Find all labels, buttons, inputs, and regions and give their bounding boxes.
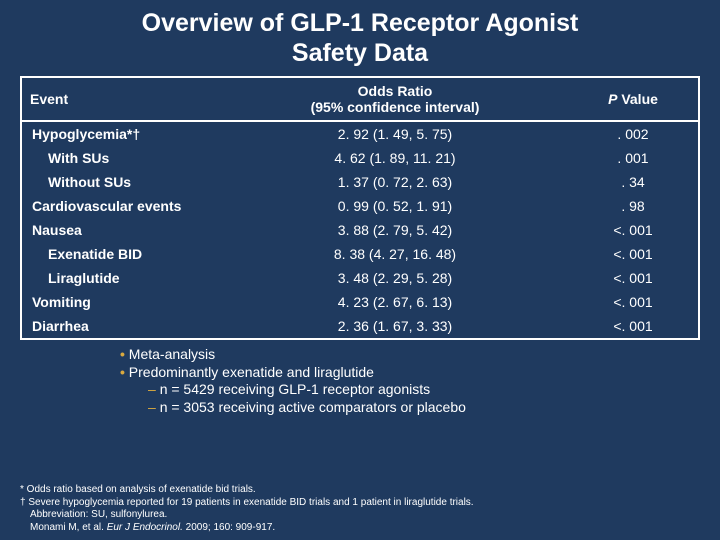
odds-ratio-cell: 2. 36 (1. 67, 3. 33) bbox=[222, 314, 568, 338]
event-cell: Diarrhea bbox=[22, 314, 222, 338]
table-row: Exenatide BID8. 38 (4. 27, 16. 48)<. 001 bbox=[22, 242, 698, 266]
pvalue-cell: . 98 bbox=[568, 194, 698, 218]
slide-title: Overview of GLP-1 Receptor Agonist Safet… bbox=[0, 0, 720, 72]
note-dash-2: n = 3053 receiving active comparators or… bbox=[120, 399, 720, 417]
pvalue-cell: <. 001 bbox=[568, 314, 698, 338]
footnotes: * Odds ratio based on analysis of exenat… bbox=[20, 484, 474, 534]
table-row: Diarrhea2. 36 (1. 67, 3. 33)<. 001 bbox=[22, 314, 698, 338]
event-cell: Vomiting bbox=[22, 290, 222, 314]
note-dash-1: n = 5429 receiving GLP-1 receptor agonis… bbox=[120, 381, 720, 399]
footnote-4c: 2009; 160: 909-917. bbox=[183, 522, 275, 533]
table-row: Nausea3. 88 (2. 79, 5. 42)<. 001 bbox=[22, 218, 698, 242]
table-row: Liraglutide3. 48 (2. 29, 5. 28)<. 001 bbox=[22, 266, 698, 290]
pvalue-cell: . 34 bbox=[568, 170, 698, 194]
odds-ratio-cell: 3. 48 (2. 29, 5. 28) bbox=[222, 266, 568, 290]
event-cell: Without SUs bbox=[22, 170, 222, 194]
table-row: Hypoglycemia*†2. 92 (1. 49, 5. 75). 002 bbox=[22, 122, 698, 146]
pvalue-cell: . 001 bbox=[568, 146, 698, 170]
header-odds-ratio: Odds Ratio (95% confidence interval) bbox=[222, 78, 568, 120]
note-bullet-1: Meta-analysis bbox=[120, 346, 720, 364]
odds-ratio-cell: 4. 62 (1. 89, 11. 21) bbox=[222, 146, 568, 170]
event-cell: Hypoglycemia*† bbox=[22, 122, 222, 146]
pvalue-cell: <. 001 bbox=[568, 290, 698, 314]
footnote-4: Monami M, et al. Eur J Endocrinol. 2009;… bbox=[20, 522, 474, 535]
odds-ratio-cell: 0. 99 (0. 52, 1. 91) bbox=[222, 194, 568, 218]
event-cell: Exenatide BID bbox=[22, 242, 222, 266]
odds-ratio-cell: 1. 37 (0. 72, 2. 63) bbox=[222, 170, 568, 194]
footnote-2: † Severe hypoglycemia reported for 19 pa… bbox=[20, 497, 474, 510]
header-event: Event bbox=[22, 78, 222, 120]
table-row: With SUs4. 62 (1. 89, 11. 21). 001 bbox=[22, 146, 698, 170]
event-cell: Liraglutide bbox=[22, 266, 222, 290]
table-row: Vomiting4. 23 (2. 67, 6. 13)<. 001 bbox=[22, 290, 698, 314]
title-line-2: Safety Data bbox=[292, 39, 428, 67]
footnote-4b: Eur J Endocrinol. bbox=[107, 522, 183, 533]
table-row: Without SUs1. 37 (0. 72, 2. 63). 34 bbox=[22, 170, 698, 194]
header-p-word: Value bbox=[617, 91, 657, 107]
odds-ratio-cell: 3. 88 (2. 79, 5. 42) bbox=[222, 218, 568, 242]
table-row: Cardiovascular events0. 99 (0. 52, 1. 91… bbox=[22, 194, 698, 218]
footnote-4a: Monami M, et al. bbox=[30, 522, 107, 533]
event-cell: Cardiovascular events bbox=[22, 194, 222, 218]
note-bullet-2: Predominantly exenatide and liraglutide bbox=[120, 364, 720, 382]
odds-ratio-cell: 2. 92 (1. 49, 5. 75) bbox=[222, 122, 568, 146]
event-cell: With SUs bbox=[22, 146, 222, 170]
pvalue-cell: <. 001 bbox=[568, 218, 698, 242]
header-pvalue: P Value bbox=[568, 78, 698, 120]
pvalue-cell: . 002 bbox=[568, 122, 698, 146]
title-line-1: Overview of GLP-1 Receptor Agonist bbox=[142, 9, 579, 37]
header-or-line2: (95% confidence interval) bbox=[311, 99, 480, 115]
footnote-3: Abbreviation: SU, sulfonylurea. bbox=[20, 509, 474, 522]
footnote-1: * Odds ratio based on analysis of exenat… bbox=[20, 484, 474, 497]
notes-block: Meta-analysis Predominantly exenatide an… bbox=[120, 346, 720, 416]
pvalue-cell: <. 001 bbox=[568, 266, 698, 290]
safety-table: Event Odds Ratio (95% confidence interva… bbox=[20, 76, 700, 340]
odds-ratio-cell: 8. 38 (4. 27, 16. 48) bbox=[222, 242, 568, 266]
pvalue-cell: <. 001 bbox=[568, 242, 698, 266]
odds-ratio-cell: 4. 23 (2. 67, 6. 13) bbox=[222, 290, 568, 314]
event-cell: Nausea bbox=[22, 218, 222, 242]
table-header-row: Event Odds Ratio (95% confidence interva… bbox=[22, 78, 698, 122]
header-or-line1: Odds Ratio bbox=[358, 83, 433, 99]
table-body: Hypoglycemia*†2. 92 (1. 49, 5. 75). 002W… bbox=[22, 122, 698, 338]
